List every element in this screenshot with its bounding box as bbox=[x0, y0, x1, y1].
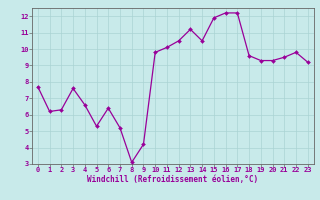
X-axis label: Windchill (Refroidissement éolien,°C): Windchill (Refroidissement éolien,°C) bbox=[87, 175, 258, 184]
